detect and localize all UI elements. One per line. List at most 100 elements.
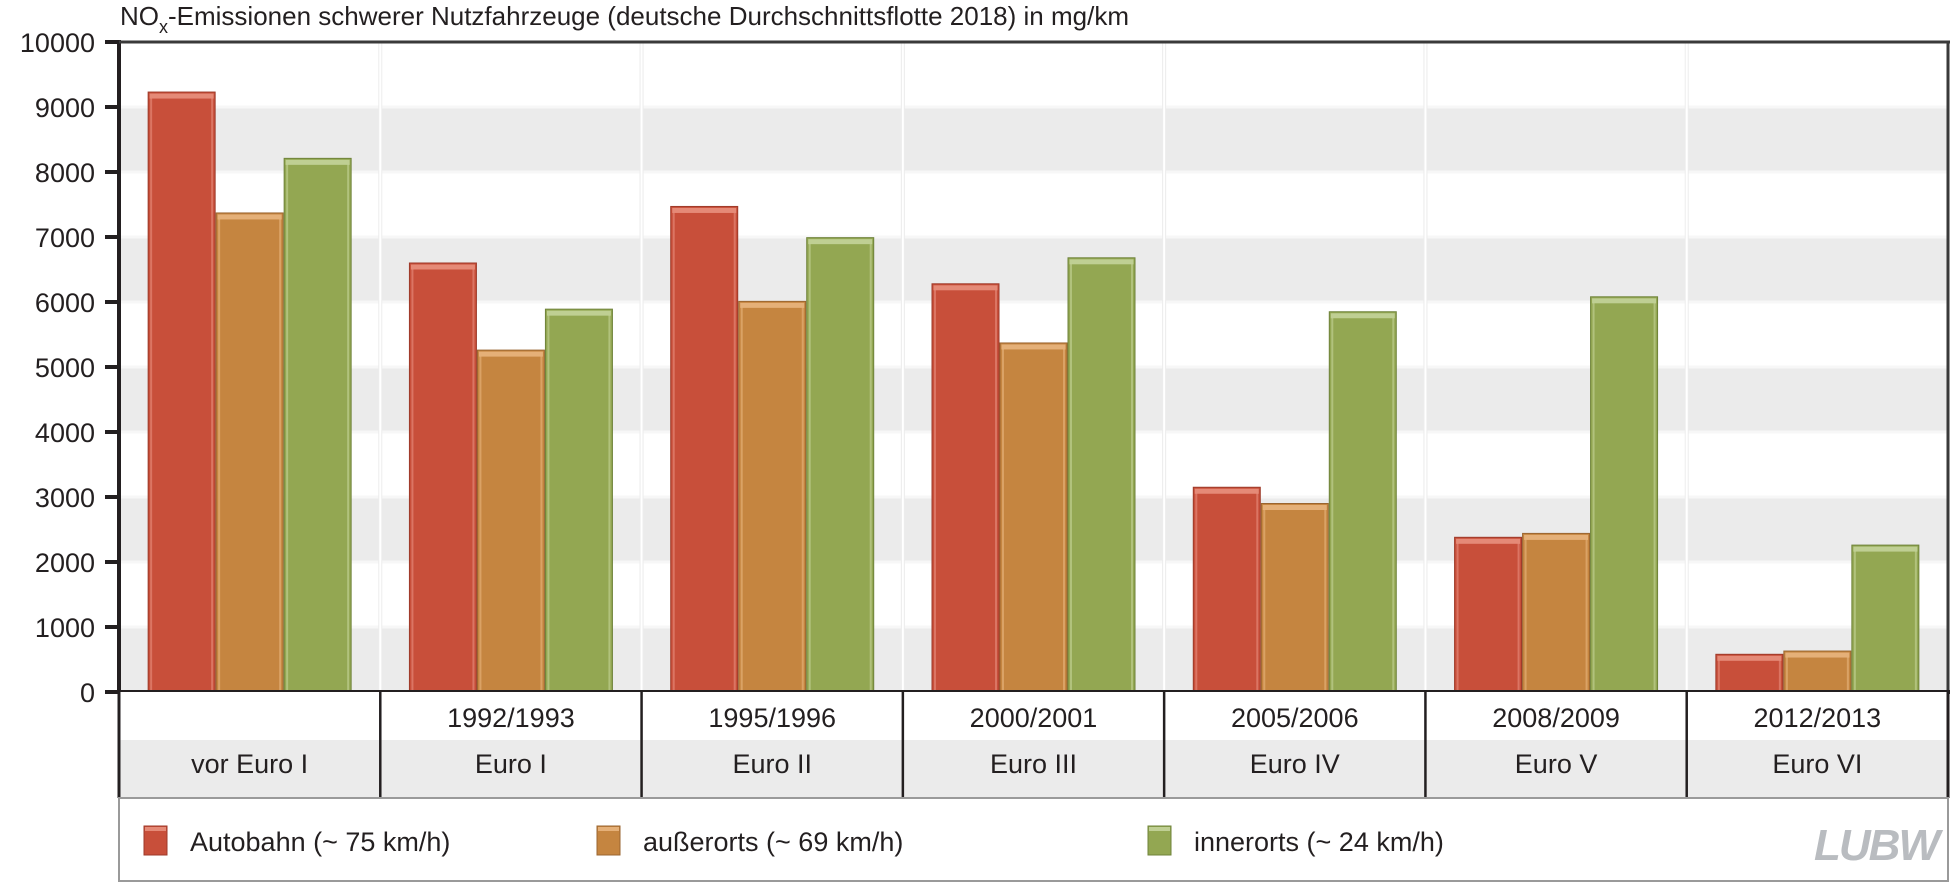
bar-bevel-left (1195, 493, 1198, 690)
bar-bevel-right (1585, 539, 1588, 690)
bar-bevel-left (1853, 551, 1856, 690)
legend-swatch-bevel (145, 827, 166, 831)
legend-item: innerorts (~ 24 km/h) (1147, 825, 1444, 857)
category-label: Euro I (475, 749, 547, 779)
bar-bevel-top (1592, 298, 1657, 304)
bar (1851, 544, 1920, 693)
category-years-label: 1995/1996 (708, 703, 836, 733)
bar-bevel-top (1456, 538, 1521, 544)
bar-bevel-left (479, 356, 482, 690)
bar-bevel-right (1131, 263, 1133, 690)
bar (147, 91, 216, 693)
bar-bevel-left (547, 315, 550, 690)
bar-4-2 (1328, 311, 1397, 693)
bar (1067, 257, 1136, 693)
bar-2-0 (670, 205, 739, 693)
bar-3-0 (931, 283, 1000, 693)
bar-bevel-right (1256, 493, 1259, 690)
y-axis-ticks: 0 1000 2000 3000 4000 5000 6000 7000 8000 9000 100… (20, 28, 119, 708)
bar-bevel-left (218, 218, 221, 690)
bar-bevel-top (217, 214, 282, 220)
bar-bevel-right (1778, 660, 1781, 690)
table-row-years (119, 692, 1948, 740)
bar (476, 349, 545, 693)
bars (147, 91, 1920, 693)
bar-4-0 (1192, 486, 1261, 693)
bar-bevel-left (808, 243, 811, 690)
bar (1783, 650, 1852, 693)
bar-2-1 (738, 300, 807, 693)
title-main: NO (120, 1, 159, 31)
y-tick-label: 9000 (35, 93, 95, 123)
bar-4-1 (1260, 503, 1329, 693)
grid-band (119, 237, 1948, 302)
bar-0-2 (283, 157, 352, 693)
grid-band (119, 42, 1948, 107)
bar (1260, 503, 1329, 693)
legend-swatch (596, 825, 621, 856)
y-tick-label: 4000 (35, 418, 95, 448)
bar-6-1 (1783, 650, 1852, 693)
bar (544, 308, 613, 693)
bar (999, 342, 1068, 693)
bar-bevel-right (540, 356, 543, 690)
category-table: vor Euro I 1992/1993 Euro I 1995/1996 Euro I… (117, 692, 1950, 799)
bar-bevel-top (933, 285, 998, 291)
vertical-gridlines (378, 42, 1689, 692)
y-tick-label: 0 (80, 678, 95, 708)
legend-box (118, 797, 1949, 882)
title-rest: -Emissionen schwerer Nutzfahrzeuge (deut… (168, 1, 1129, 31)
category-label: Euro III (990, 749, 1077, 779)
legend-swatch (1147, 825, 1172, 856)
bar-bevel-right (1653, 302, 1656, 690)
bar-bevel-left (1070, 263, 1072, 690)
bar-bevel-left (1456, 543, 1459, 690)
bar-bevel-top (285, 159, 350, 165)
category-years-label: 1992/1993 (447, 703, 575, 733)
grid-band (119, 107, 1948, 172)
bar-bevel-top (410, 264, 475, 270)
bar-bevel-left (672, 212, 675, 690)
y-tick-label: 1000 (35, 613, 95, 643)
bar-5-1 (1522, 532, 1591, 693)
bar-bevel-right (1517, 543, 1520, 690)
bar-bevel-right (1392, 317, 1395, 690)
bar (1522, 532, 1591, 693)
category-label: Euro V (1515, 749, 1598, 779)
bar-bevel-left (1002, 348, 1004, 690)
bar (1328, 311, 1397, 693)
title-subscript: x (159, 17, 168, 37)
bar-bevel-top (1001, 344, 1066, 350)
bar-bevel-right (608, 315, 611, 690)
bar (931, 283, 1000, 693)
bar-bevel-left (1331, 317, 1334, 690)
bar-bevel-top (1194, 488, 1259, 494)
legend-swatch (143, 825, 168, 856)
bar-bevel-left (1263, 509, 1266, 690)
category-label: vor Euro I (191, 749, 308, 779)
y-tick-label: 3000 (35, 483, 95, 513)
legend-label: innerorts (~ 24 km/h) (1194, 827, 1444, 857)
category-label: Euro VI (1772, 749, 1862, 779)
bar-0-0 (147, 91, 216, 693)
bar (1454, 536, 1523, 693)
bar-0-1 (215, 212, 284, 693)
bar-bevel-left (740, 307, 743, 690)
bar-bevel-left (1592, 302, 1595, 690)
bar (1192, 486, 1261, 693)
bar-bevel-right (1324, 509, 1327, 690)
bar-bevel-left (411, 269, 414, 690)
legend-item: Autobahn (~ 75 km/h) (143, 825, 450, 857)
bar-1-1 (476, 349, 545, 693)
category-years-label: 2012/2013 (1754, 703, 1882, 733)
bar-bevel-left (150, 98, 153, 691)
legend-swatch-bevel (1149, 827, 1170, 831)
bar-6-0 (1715, 653, 1784, 693)
bar-3-1 (999, 342, 1068, 693)
bar (215, 212, 284, 693)
bar-bevel-top (1717, 655, 1782, 661)
bar-bevel-top (1262, 505, 1327, 510)
bar-bevel-top (1785, 652, 1850, 658)
bar-bevel-top (149, 93, 214, 99)
